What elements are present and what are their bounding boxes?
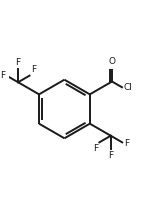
Text: O: O: [109, 57, 116, 66]
Text: F: F: [108, 151, 113, 160]
Text: F: F: [0, 71, 5, 80]
Text: F: F: [16, 58, 21, 67]
Text: F: F: [31, 65, 36, 75]
Text: F: F: [93, 143, 98, 153]
Text: Cl: Cl: [124, 83, 133, 92]
Text: F: F: [124, 139, 129, 148]
